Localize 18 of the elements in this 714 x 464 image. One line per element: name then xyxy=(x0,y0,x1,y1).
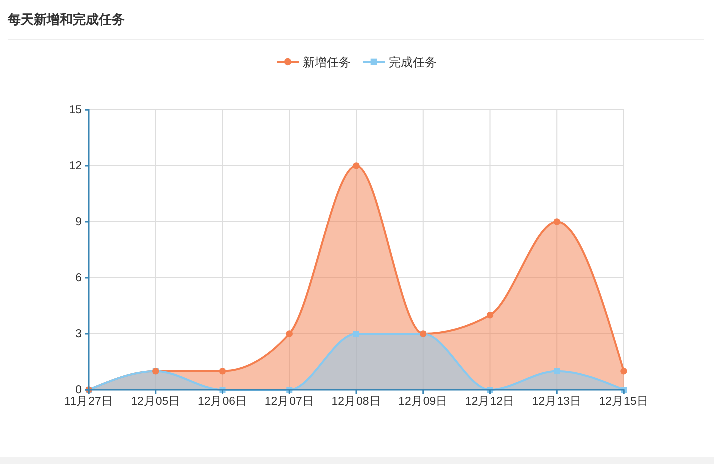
legend-label: 完成任务 xyxy=(389,56,437,70)
x-tick-label: 12月05日 xyxy=(131,395,181,408)
chart-title: 每天新增和完成任务 xyxy=(7,12,125,28)
legend-label: 新增任务 xyxy=(303,56,351,70)
x-tick-label: 12月13日 xyxy=(532,395,582,408)
x-tick-label: 12月15日 xyxy=(599,395,649,408)
y-tick-label: 3 xyxy=(76,328,82,341)
y-tick-label: 12 xyxy=(69,160,82,173)
x-tick-label: 12月09日 xyxy=(398,395,448,408)
y-tick-label: 15 xyxy=(69,104,82,117)
y-tick-label: 0 xyxy=(76,384,82,397)
x-tick-label: 12月08日 xyxy=(332,395,382,408)
x-tick-label: 12月12日 xyxy=(465,395,516,408)
y-tick-label: 9 xyxy=(76,216,82,229)
x-tick-label: 12月06日 xyxy=(198,395,248,408)
x-tick-label: 12月07日 xyxy=(264,395,314,408)
y-tick-label: 6 xyxy=(76,272,82,285)
x-tick-label: 11月27日 xyxy=(64,395,114,408)
